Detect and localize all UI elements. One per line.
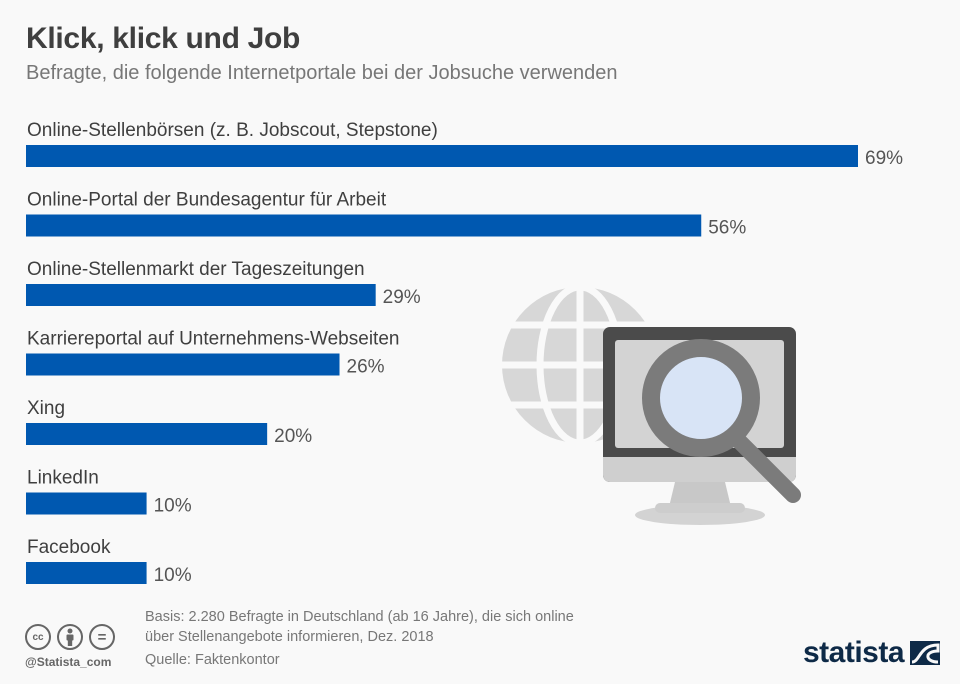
bar <box>26 492 147 515</box>
value-label: 69% <box>865 148 903 169</box>
footer-note-line-2: über Stellenangebote informieren, Dez. 2… <box>145 629 434 645</box>
statista-logo[interactable]: statista <box>803 636 941 670</box>
bar <box>26 145 858 167</box>
value-label: 10% <box>154 565 192 586</box>
footer-note-line-1: Basis: 2.280 Befragte in Deutschland (ab… <box>145 609 574 625</box>
footer-note: Basis: 2.280 Befragte in Deutschland (ab… <box>145 607 574 647</box>
bar <box>26 562 147 584</box>
bar <box>26 284 376 306</box>
job-search-illustration <box>495 283 805 534</box>
statista-logo-icon <box>910 641 941 665</box>
category-label: Facebook <box>27 537 111 558</box>
no-derivatives-icon: = <box>89 624 115 650</box>
statista-wordmark: statista <box>803 636 905 669</box>
category-label: Online-Portal der Bundesagentur für Arbe… <box>27 190 387 211</box>
license-icons: cc = <box>25 624 115 650</box>
category-label: LinkedIn <box>27 468 99 489</box>
value-label: 56% <box>708 218 746 239</box>
chart-title: Klick, klick und Job <box>26 22 301 55</box>
attribution-person-icon <box>57 624 83 650</box>
category-label: Xing <box>27 398 65 419</box>
value-label: 26% <box>347 357 385 378</box>
value-label: 10% <box>154 496 192 517</box>
bar <box>26 214 702 237</box>
bar <box>26 353 340 376</box>
creative-commons-icon: cc <box>25 624 51 650</box>
category-label: Online-Stellenmarkt der Tageszeitungen <box>27 259 365 280</box>
chart-subtitle: Befragte, die folgende Internetportale b… <box>26 62 618 84</box>
value-label: 20% <box>274 426 312 447</box>
category-label: Online-Stellenbörsen (z. B. Jobscout, St… <box>27 120 438 141</box>
category-label: Karriereportal auf Unternehmens-Webseite… <box>27 329 399 350</box>
magnifier-icon <box>642 339 801 503</box>
footer-source: Quelle: Faktenkontor <box>145 652 280 668</box>
statista-handle: @Statista_com <box>25 655 112 669</box>
bar-chart: Online-Stellenbörsen (z. B. Jobscout, St… <box>26 120 903 586</box>
bar <box>26 423 268 445</box>
value-label: 29% <box>383 287 421 308</box>
